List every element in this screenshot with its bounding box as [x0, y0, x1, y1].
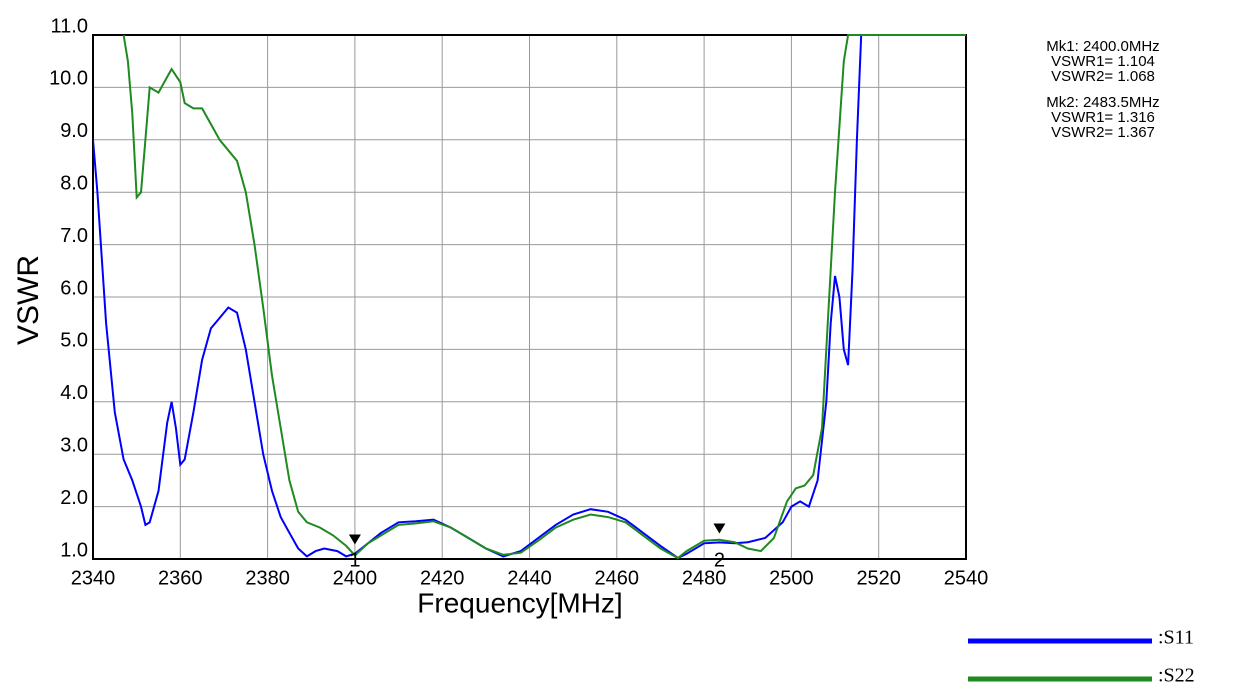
x-tick-label: 2540: [944, 567, 989, 589]
y-tick-label: 7.0: [60, 225, 88, 247]
x-tick-label: 2500: [769, 567, 814, 589]
marker-readout: Mk2: 2483.5MHz: [1046, 94, 1159, 111]
marker-readout: VSWR2= 1.068: [1051, 68, 1155, 85]
y-tick-label: 6.0: [60, 277, 88, 299]
marker-triangle: [713, 523, 726, 534]
x-axis-label: Frequency[MHz]: [417, 587, 622, 618]
marker-readout: VSWR1= 1.316: [1051, 109, 1155, 126]
marker-label: 2: [714, 549, 725, 571]
y-tick-label: 3.0: [60, 434, 88, 456]
y-tick-label: 4.0: [60, 382, 88, 404]
x-tick-label: 2340: [71, 567, 116, 589]
x-tick-label: 2460: [595, 567, 640, 589]
y-tick-label: 5.0: [60, 330, 88, 352]
x-tick-label: 2440: [507, 567, 552, 589]
x-tick-label: 2520: [856, 567, 901, 589]
marker-readout: VSWR1= 1.104: [1051, 53, 1155, 70]
y-axis-label: VSWR: [12, 255, 45, 345]
marker-readout: VSWR2= 1.367: [1051, 124, 1155, 141]
marker-label: 1: [349, 549, 360, 571]
x-tick-label: 2360: [158, 567, 203, 589]
y-tick-label: 1.0: [60, 539, 88, 561]
legend-label: :S11: [1158, 627, 1194, 649]
legend-label: :S22: [1158, 665, 1195, 687]
plot-frame: [92, 34, 967, 560]
x-tick-label: 2400: [333, 567, 378, 589]
y-tick-label: 11.0: [51, 15, 88, 37]
y-tick-label: 2.0: [60, 487, 88, 509]
y-tick-label: 8.0: [60, 172, 88, 194]
series-line: [122, 34, 966, 560]
y-tick-label: 9.0: [60, 120, 88, 142]
series-line: [93, 34, 863, 560]
y-tick-label: 10.0: [49, 68, 88, 90]
marker-readout: Mk1: 2400.0MHz: [1046, 38, 1159, 55]
x-tick-label: 2420: [420, 567, 465, 589]
marker-triangle: [348, 534, 361, 545]
x-tick-label: 2380: [245, 567, 290, 589]
x-tick-label: 2480: [682, 567, 727, 589]
plot-lines: [93, 34, 966, 560]
